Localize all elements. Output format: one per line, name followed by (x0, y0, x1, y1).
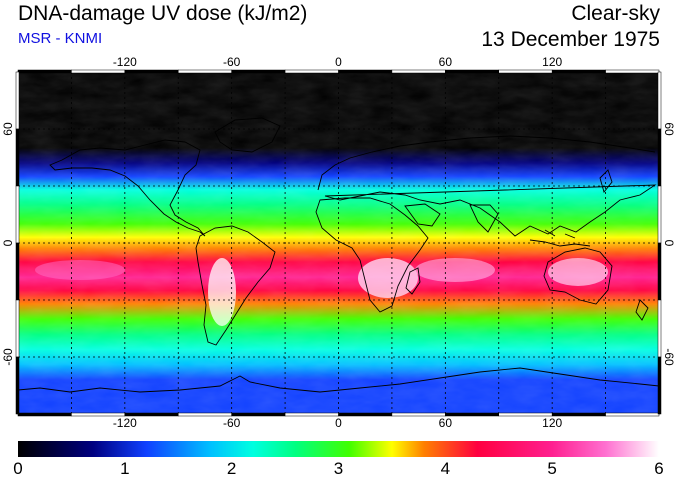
coastlines (18, 117, 659, 393)
longitude-labels-bottom: -120 -60 0 60 120 (113, 416, 563, 430)
frame-tick-bottom (445, 412, 500, 417)
frame-tick-top (284, 69, 339, 74)
lon-label-bottom: -60 (223, 416, 241, 430)
latitude-labels-right: 60 0 -60 (662, 122, 676, 366)
frame-tick-left (15, 299, 20, 358)
colorbar-tick-label: 0 (13, 459, 22, 478)
latitude-labels-left: 60 0 -60 (1, 122, 15, 366)
frame-ticks (15, 69, 662, 417)
colorbar-tick-label: 4 (441, 459, 450, 478)
lon-label-bottom: 60 (439, 416, 453, 430)
frame-tick-right (657, 128, 662, 187)
lon-label-bottom: -120 (113, 416, 137, 430)
frame-tick-top (605, 69, 660, 74)
source-label: MSR - KNMI (18, 30, 103, 47)
frame-tick-top (17, 69, 72, 74)
lat-label-right: 60 (662, 122, 676, 136)
colorbar-tick-label: 2 (227, 459, 236, 478)
date-label: 13 December 1975 (481, 28, 660, 51)
frame-tick-bottom (284, 412, 339, 417)
sky-condition-label: Clear-sky (571, 2, 660, 25)
australia-coast (543, 247, 613, 305)
south-america-maximum (208, 258, 236, 326)
colorbar-labels: 0 1 2 3 4 5 6 (13, 459, 663, 478)
map-title: DNA-damage UV dose (kJ/m2) (18, 2, 308, 25)
lon-label-top: 60 (439, 55, 453, 69)
frame-tick-bottom (391, 412, 446, 417)
frame-tick-left (15, 356, 20, 415)
india-coast (469, 204, 499, 233)
graticule (18, 72, 659, 414)
frame-tick-left (15, 71, 20, 130)
indian-ocean-maximum (415, 258, 495, 282)
frame-tick-top (71, 69, 126, 74)
frame-tick-left (15, 242, 20, 301)
north-america-coast (49, 139, 206, 237)
indonesia-coast (529, 229, 591, 247)
frame-tick-left (15, 185, 20, 244)
africa-coast (315, 197, 429, 313)
lat-label-left: 60 (1, 122, 15, 136)
frame-tick-top (231, 69, 286, 74)
frame-tick-bottom (17, 412, 72, 417)
lon-label-bottom: 0 (335, 416, 342, 430)
lon-label-top: -120 (113, 55, 137, 69)
arabia-coast (404, 203, 441, 227)
lat-label-right: -60 (662, 348, 676, 366)
madagascar-coast (405, 267, 421, 295)
frame-tick-right (657, 242, 662, 301)
eurasia-coast (317, 135, 657, 237)
frame-tick-bottom (605, 412, 660, 417)
new-zealand-coast (635, 299, 649, 321)
lat-label-left: 0 (1, 239, 15, 246)
lon-label-top: -60 (223, 55, 241, 69)
south-america-coast (195, 225, 276, 346)
longitude-labels-top: -120 -60 0 60 120 (113, 55, 563, 69)
antarctica-coast (18, 367, 659, 393)
frame-tick-top (338, 69, 393, 74)
frame-tick-top (124, 69, 179, 74)
frame-tick-top (391, 69, 446, 74)
lat-label-right: 0 (662, 240, 676, 247)
australia-maximum (548, 258, 608, 286)
frame-tick-right (657, 356, 662, 415)
frame-tick-top (551, 69, 606, 74)
lon-label-bottom: 120 (542, 416, 562, 430)
lat-label-left: -60 (1, 348, 15, 366)
colorbar-tick-label: 1 (120, 459, 129, 478)
frame-tick-top (445, 69, 500, 74)
colorbar-tick-label: 3 (334, 459, 343, 478)
frame-tick-right (657, 299, 662, 358)
southern-africa-maximum (358, 258, 418, 298)
greenland-coast (214, 117, 281, 153)
colorbar-tick-label: 6 (654, 459, 663, 478)
frame-tick-top (178, 69, 232, 74)
lon-label-top: 120 (542, 55, 562, 69)
pacific-maximum (35, 260, 125, 280)
frame-tick-right (657, 71, 662, 130)
lon-label-top: 0 (335, 55, 342, 69)
colorbar (18, 441, 659, 457)
uv-field (18, 72, 659, 414)
frame-tick-left (15, 128, 20, 187)
frame-tick-right (657, 185, 662, 244)
frame-tick-bottom (338, 412, 393, 417)
colorbar-tick-label: 5 (547, 459, 556, 478)
frame-tick-top (498, 69, 553, 74)
